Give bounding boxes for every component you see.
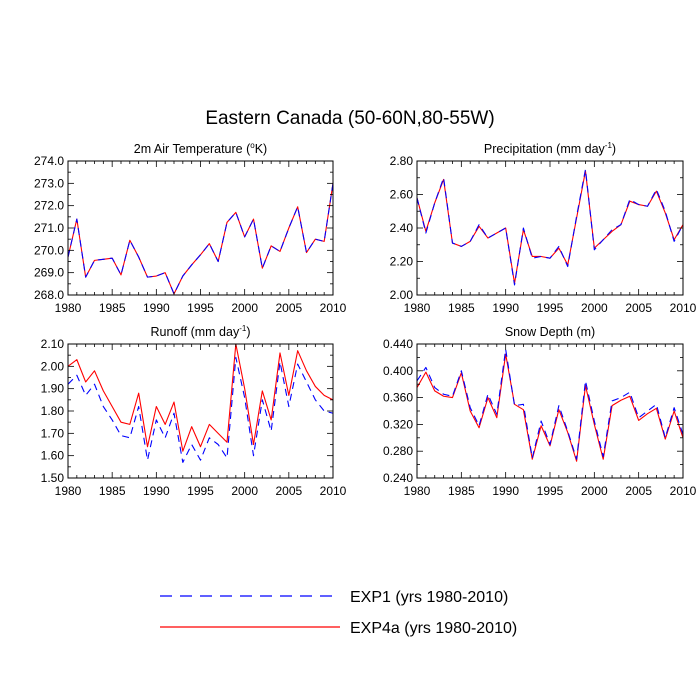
series-group — [417, 168, 683, 286]
plot-frame — [67, 160, 334, 296]
panel-3: Runoff (mm day-1) 1980 1985 1990 1995 2000 200… — [41, 324, 347, 498]
x-tick-label: 1990 — [143, 484, 170, 498]
x-tick-label: 2005 — [275, 301, 302, 315]
x-tick-label: 1990 — [143, 301, 170, 315]
y-tick-label: 273.0 — [34, 176, 64, 190]
y-tick-label: 0.440 — [383, 337, 413, 351]
panel-1: 2m Air Temperature (oK) 1980 1985 1990 1995 2… — [34, 141, 347, 315]
x-tick-label: 1980 — [55, 484, 82, 498]
x-tick-label: 1980 — [55, 301, 82, 315]
x-tick-label: 2000 — [581, 484, 608, 498]
x-tick-label: 1995 — [537, 301, 564, 315]
legend-label-exp4a: EXP4a (yrs 1980-2010) — [350, 620, 517, 637]
plot-frame — [67, 343, 334, 479]
plot-frame — [416, 343, 684, 479]
y-tick-label: 0.400 — [383, 364, 413, 378]
legend: EXP1 (yrs 1980-2010) EXP4a (yrs 1980-201… — [160, 589, 517, 637]
plot-frame — [416, 160, 684, 296]
series-line-exp4a — [417, 353, 683, 462]
panel-title: Runoff (mm day-1) — [151, 324, 251, 339]
series-line-exp1 — [68, 183, 333, 295]
y-tick-label: 2.80 — [390, 154, 414, 168]
series-line-exp1 — [417, 348, 683, 460]
y-tick-label: 0.360 — [383, 391, 413, 405]
y-tick-label: 2.40 — [390, 221, 414, 235]
y-tick-label: 1.70 — [41, 426, 65, 440]
y-tick-label: 0.320 — [383, 417, 413, 431]
figure-title: Eastern Canada (50-60N,80-55W) — [205, 108, 494, 129]
y-tick-label: 2.00 — [41, 359, 65, 373]
y-tick-label: 0.240 — [383, 471, 413, 485]
x-tick-label: 2005 — [625, 484, 652, 498]
x-tick-label: 2000 — [231, 301, 258, 315]
x-tick-label: 2000 — [581, 301, 608, 315]
y-tick-label: 2.60 — [390, 188, 414, 202]
x-tick-label: 2005 — [275, 484, 302, 498]
x-tick-label: 1995 — [187, 301, 214, 315]
y-tick-label: 271.0 — [34, 221, 64, 235]
y-tick-label: 1.60 — [41, 449, 65, 463]
y-tick-label: 0.280 — [383, 444, 413, 458]
x-tick-label: 1985 — [99, 484, 126, 498]
panel-title: Snow Depth (m) — [505, 325, 595, 339]
series-line-exp1 — [68, 356, 333, 463]
panel-title: Precipitation (mm day-1) — [484, 141, 616, 156]
y-tick-label: 269.0 — [34, 266, 64, 280]
x-tick-label: 2010 — [670, 301, 697, 315]
x-tick-label: 1990 — [492, 484, 519, 498]
x-tick-label: 1995 — [537, 484, 564, 498]
y-tick-label: 2.10 — [41, 337, 65, 351]
x-tick-label: 1985 — [99, 301, 126, 315]
y-tick-label: 2.00 — [390, 288, 414, 302]
panel-2: Precipitation (mm day-1) 1980 1985 1990 1995… — [390, 141, 697, 315]
y-tick-label: 270.0 — [34, 243, 64, 257]
x-tick-label: 2010 — [320, 484, 347, 498]
x-tick-label: 2010 — [320, 301, 347, 315]
x-tick-label: 2000 — [231, 484, 258, 498]
series-line-exp4a — [68, 183, 333, 295]
series-line-exp4a — [417, 170, 683, 284]
y-tick-label: 1.80 — [41, 404, 65, 418]
panel-4: Snow Depth (m) 1980 1985 1990 1995 2000 2005 20… — [383, 325, 697, 498]
series-group — [68, 344, 333, 463]
series-line-exp1 — [417, 168, 683, 286]
x-tick-label: 1995 — [187, 484, 214, 498]
x-tick-label: 1980 — [404, 484, 431, 498]
x-tick-label: 1985 — [448, 301, 475, 315]
panel-title: 2m Air Temperature (oK) — [134, 141, 267, 156]
series-group — [417, 348, 683, 462]
y-tick-label: 272.0 — [34, 199, 64, 213]
y-tick-label: 1.50 — [41, 471, 65, 485]
y-tick-label: 1.90 — [41, 382, 65, 396]
series-group — [68, 183, 333, 295]
series-line-exp4a — [68, 344, 333, 452]
y-tick-label: 274.0 — [34, 154, 64, 168]
x-tick-label: 2005 — [625, 301, 652, 315]
panels: 2m Air Temperature (oK) 1980 1985 1990 1995 2… — [34, 141, 697, 498]
y-tick-label: 268.0 — [34, 288, 64, 302]
x-tick-label: 1985 — [448, 484, 475, 498]
x-tick-label: 2010 — [670, 484, 697, 498]
x-tick-label: 1980 — [404, 301, 431, 315]
x-tick-label: 1990 — [492, 301, 519, 315]
legend-label-exp1: EXP1 (yrs 1980-2010) — [350, 589, 508, 606]
y-tick-label: 2.20 — [390, 255, 414, 269]
